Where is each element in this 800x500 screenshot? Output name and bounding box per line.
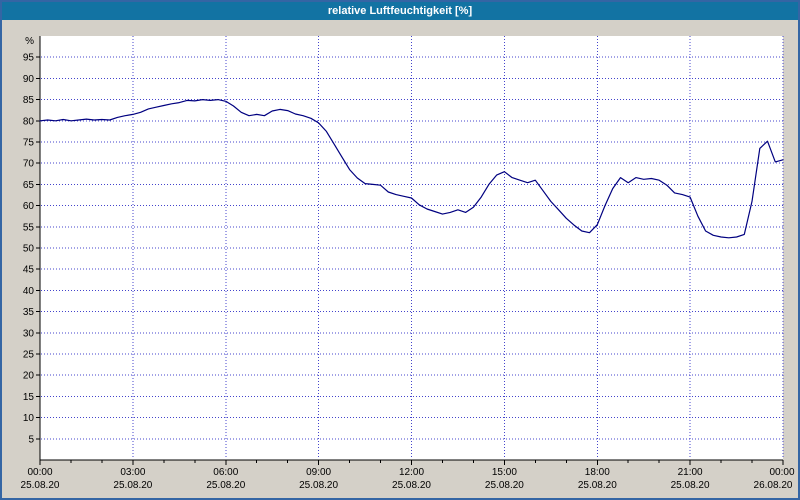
y-tick-label: 95 xyxy=(23,53,35,64)
x-tick-label: 12:00 xyxy=(399,467,424,478)
y-tick-label: 60 xyxy=(23,201,35,212)
humidity-line-chart: 5 10 15 20 25 30 35 40 45 50 55 60 65 70 75 80 85 90 95% 00… xyxy=(21,36,795,491)
y-tick-label: 40 xyxy=(23,286,35,297)
y-tick-label: 15 xyxy=(23,392,35,403)
y-tick-label: 90 xyxy=(23,74,35,85)
x-date-label: 25.08.20 xyxy=(392,480,431,491)
y-tick-label: 50 xyxy=(23,244,35,255)
y-tick-label: 85 xyxy=(23,95,35,106)
y-tick-label: 20 xyxy=(23,371,35,382)
x-tick-label: 18:00 xyxy=(585,467,610,478)
humidity-data-line xyxy=(39,98,784,239)
x-date-label: 25.08.20 xyxy=(299,480,338,491)
y-tick-label: 80 xyxy=(23,116,35,127)
y-tick-label: 5 xyxy=(28,434,34,445)
y-tick-label: 55 xyxy=(23,222,35,233)
y-tick-label: 25 xyxy=(23,350,35,361)
x-date-label: 25.08.20 xyxy=(21,480,60,491)
title-bar: relative Luftfeuchtigkeit [%] xyxy=(2,2,798,20)
x-tick-label: 00:00 xyxy=(769,467,794,478)
y-tick-label: 75 xyxy=(23,138,35,149)
y-tick-label: 30 xyxy=(23,328,35,339)
x-date-label: 26.08.20 xyxy=(754,480,793,491)
x-tick-label: 03:00 xyxy=(120,467,145,478)
x-tick-label: 00:00 xyxy=(27,467,52,478)
x-tick-label: 21:00 xyxy=(678,467,703,478)
x-tick-label: 15:00 xyxy=(492,467,517,478)
x-date-label: 25.08.20 xyxy=(113,480,152,491)
y-tick-label: 65 xyxy=(23,180,35,191)
x-tick-label: 09:00 xyxy=(306,467,331,478)
y-tick-label: 35 xyxy=(23,307,35,318)
x-date-label: 25.08.20 xyxy=(671,480,710,491)
y-tick-label: 70 xyxy=(23,159,35,170)
x-date-label: 25.08.20 xyxy=(578,480,617,491)
y-axis-unit-label: % xyxy=(25,36,34,47)
y-tick-label: 10 xyxy=(23,413,35,424)
chart-area: 5 10 15 20 25 30 35 40 45 50 55 60 65 70 75 80 85 90 95% 00… xyxy=(2,20,798,498)
x-tick-label: 06:00 xyxy=(213,467,238,478)
x-date-label: 25.08.20 xyxy=(485,480,524,491)
x-date-label: 25.08.20 xyxy=(206,480,245,491)
y-tick-label: 45 xyxy=(23,265,35,276)
